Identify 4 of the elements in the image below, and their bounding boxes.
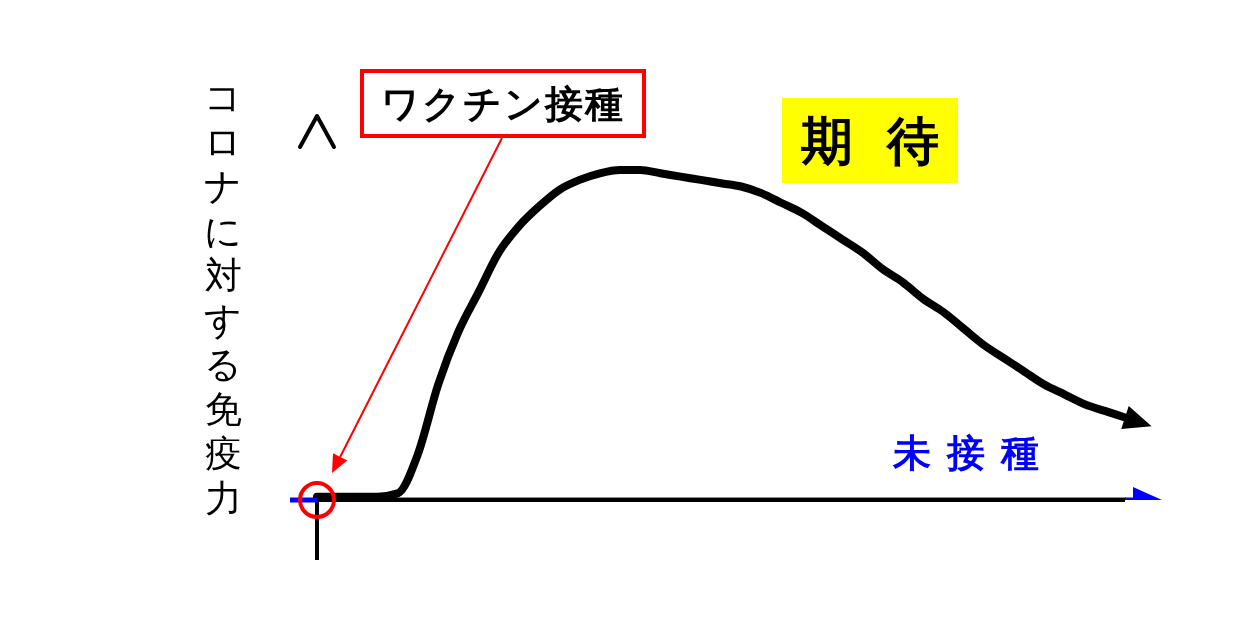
text: ワクチン接種 [381, 81, 625, 126]
series-label: 期待 [801, 110, 973, 171]
text: コロナに対する免疫力 [204, 76, 242, 520]
series-label: 未接種 [893, 431, 1055, 475]
